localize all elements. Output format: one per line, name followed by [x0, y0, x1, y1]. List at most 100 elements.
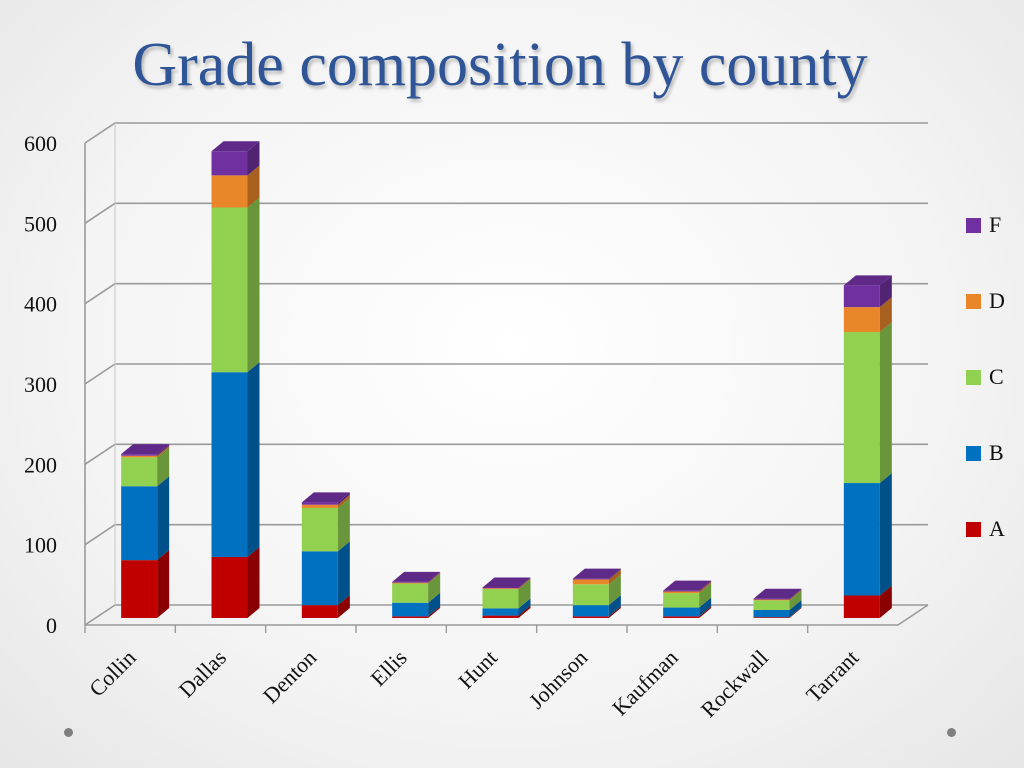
bar-face	[843, 307, 880, 333]
bar-face	[663, 591, 700, 594]
bar-segment-C	[753, 590, 802, 610]
y-tick-label: 400	[24, 292, 57, 317]
bar-face	[301, 551, 338, 606]
bar-face	[482, 589, 519, 609]
bar-segment-F	[753, 588, 802, 600]
bar-face	[753, 617, 790, 618]
bar-side	[789, 588, 802, 600]
bar-segment-B	[211, 362, 260, 557]
legend-swatch-A	[966, 522, 981, 537]
bar-top-cap	[301, 492, 350, 503]
bar-side	[789, 599, 802, 618]
gridline	[84, 363, 928, 385]
bar-face	[572, 578, 609, 580]
bar-face	[121, 455, 158, 458]
gridline	[84, 202, 928, 224]
bar-side	[518, 598, 531, 616]
bar-side	[247, 362, 260, 557]
legend-label-F: F	[989, 212, 1001, 237]
bar-side	[247, 141, 260, 176]
bar-segment-A	[301, 595, 350, 618]
bar-side	[428, 571, 441, 583]
bar-side	[879, 275, 892, 308]
x-category-label: Kaufman	[607, 645, 683, 721]
bar-top-cap	[482, 577, 531, 588]
bar-segment-C	[211, 197, 260, 373]
bar-face	[211, 372, 248, 557]
bar-segment-A	[753, 607, 802, 618]
x-category-label: Johnson	[524, 645, 593, 714]
bar-side	[699, 606, 712, 618]
bar-side	[699, 583, 712, 608]
x-category-label: Ellis	[365, 645, 411, 691]
bar-face	[482, 587, 519, 589]
bar-side	[428, 573, 441, 603]
bar-face	[663, 593, 700, 608]
bar-side	[337, 497, 350, 552]
legend-swatch-D	[966, 294, 981, 309]
bar-top-cap	[392, 571, 441, 582]
bar-segment-A	[843, 585, 892, 618]
slide-decoration-dot-right	[947, 728, 956, 737]
bar-segment-F	[843, 275, 892, 308]
bar-face	[301, 504, 338, 508]
bar-segment-F	[211, 141, 260, 176]
x-category-label: Collin	[84, 645, 141, 702]
bar-face	[482, 615, 519, 618]
bar-face	[572, 605, 609, 617]
bar-face	[572, 579, 609, 585]
bar-side	[608, 595, 621, 617]
bar-face	[392, 582, 429, 584]
bar-side	[789, 607, 802, 618]
bar-segment-B	[482, 598, 531, 616]
gridline	[84, 122, 928, 144]
bar-face	[211, 175, 248, 208]
bar-side	[428, 592, 441, 617]
bar-segment-F	[663, 580, 712, 592]
y-tick-label: 500	[24, 211, 57, 236]
bar-segment-B	[301, 541, 350, 606]
bar-segment-C	[663, 583, 712, 608]
legend-label-B: B	[989, 440, 1004, 465]
gridline	[84, 443, 928, 465]
bar-segment-F	[301, 492, 350, 505]
legend-label-A: A	[989, 516, 1005, 541]
bar-side	[518, 579, 531, 609]
bar-side	[337, 541, 350, 606]
bar-face	[753, 609, 790, 618]
bar-side	[879, 585, 892, 618]
slide-decoration-dot-left	[64, 728, 73, 737]
bar-segment-D	[121, 445, 170, 458]
axis-layer: 0 100 200 300 400 500 600 Collin Dallas Denton Ell…	[24, 131, 863, 722]
bar-side	[608, 568, 621, 580]
bar-segment-D	[843, 297, 892, 333]
bar-segment-C	[482, 579, 531, 609]
bar-segment-D	[663, 581, 712, 594]
bar-face	[392, 616, 429, 618]
bar-segment-B	[572, 595, 621, 617]
bar-side	[699, 581, 712, 594]
bar-top-cap	[211, 141, 260, 152]
bar-segment-D	[482, 578, 531, 590]
bar-segment-D	[572, 569, 621, 585]
x-category-label: Hunt	[453, 645, 502, 694]
legend-label-D: D	[989, 288, 1005, 313]
bar-side	[247, 165, 260, 208]
bar-segment-A	[392, 606, 441, 618]
bar-segment-A	[482, 605, 531, 618]
bar-side	[157, 447, 170, 487]
bar-side	[157, 476, 170, 561]
bar-segment-A	[572, 606, 621, 618]
bar-side	[518, 605, 531, 618]
bar-segment-F	[482, 577, 531, 589]
legend: F D C B A	[966, 212, 1005, 541]
bar-side	[428, 606, 441, 618]
bar-side	[699, 597, 712, 617]
bar-face	[482, 608, 519, 616]
legend-swatch-F	[966, 218, 981, 233]
bar-segment-C	[121, 447, 170, 487]
y-tick-label: 100	[24, 533, 57, 558]
bar-side	[789, 590, 802, 610]
bar-segment-B	[663, 597, 712, 617]
